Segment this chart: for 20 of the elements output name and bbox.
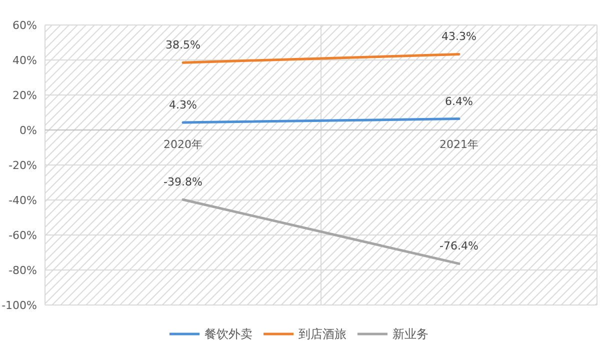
y-tick-label: -60%: [8, 228, 37, 242]
legend-label: 新业务: [392, 327, 428, 342]
y-tick-label: -80%: [8, 264, 37, 277]
y-tick-label: -40%: [8, 194, 37, 207]
x-tick-label: 2021年: [440, 138, 478, 151]
y-tick-label: -20%: [8, 158, 37, 172]
data-label: 4.3%: [169, 98, 197, 112]
legend-label: 餐饮外卖: [204, 327, 252, 342]
data-label: 6.4%: [445, 94, 473, 108]
data-label: 43.3%: [442, 30, 476, 44]
y-tick-label: 40%: [12, 54, 37, 67]
y-tick-label: -100%: [2, 298, 37, 312]
y-tick-label: 60%: [12, 18, 37, 32]
data-label: -39.8%: [164, 176, 202, 189]
x-tick-label: 2020年: [164, 138, 202, 151]
legend-label: 到店酒旅: [298, 327, 346, 342]
y-tick-label: 0%: [20, 124, 37, 137]
data-label: -76.4%: [440, 240, 478, 253]
y-tick-label: 20%: [12, 88, 37, 102]
data-label: 38.5%: [166, 38, 200, 52]
